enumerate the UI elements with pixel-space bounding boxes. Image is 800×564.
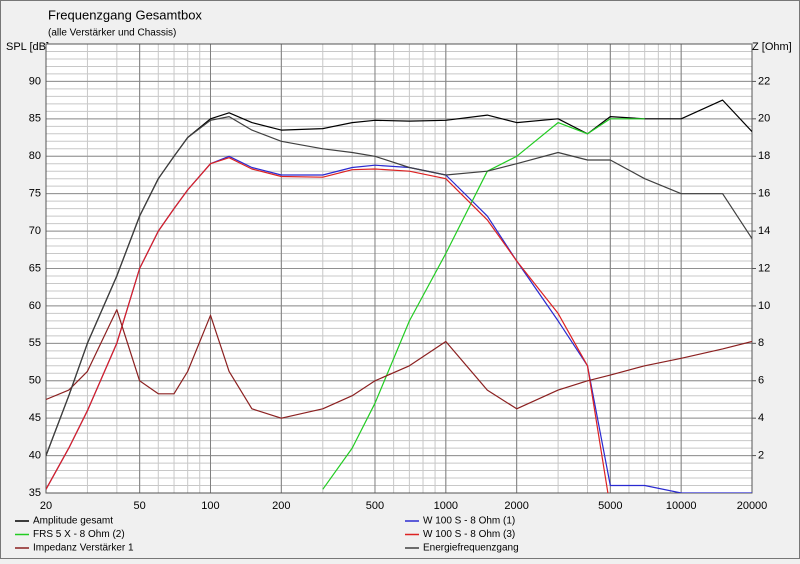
y2-tick-label: 8 — [758, 337, 764, 349]
y-tick-label: 45 — [29, 412, 41, 424]
legend-label: FRS 5 X - 8 Ohm (2) — [33, 529, 125, 540]
y2-tick-label: 6 — [758, 375, 764, 387]
y2-tick-label: 18 — [758, 150, 770, 162]
series-line — [46, 116, 752, 456]
plot-border — [45, 43, 753, 494]
y-tick-label: 80 — [29, 150, 41, 162]
x-tick-label: 2000 — [504, 500, 528, 512]
x-tick-label: 200 — [272, 500, 290, 512]
legend-label: W 100 S - 8 Ohm (1) — [423, 516, 515, 527]
y-tick-label: 60 — [29, 300, 41, 312]
y-tick-label: 90 — [29, 75, 41, 87]
legend-label: Impedanz Verstärker 1 — [33, 543, 134, 554]
y-tick-label: 35 — [29, 487, 41, 499]
x-tick-label: 20 — [40, 500, 52, 512]
y-tick-label: 70 — [29, 225, 41, 237]
legend-label: Amplitude gesamt — [33, 516, 113, 527]
x-tick-label: 10000 — [666, 500, 697, 512]
y2-tick-label: 22 — [758, 75, 770, 87]
y2-tick-label: 10 — [758, 300, 770, 312]
y2-tick-label: 14 — [758, 225, 770, 237]
y-tick-label: 75 — [29, 188, 41, 200]
x-tick-label: 20000 — [737, 500, 768, 512]
chart-subtitle: (alle Verstärker und Chassis) — [48, 28, 176, 39]
legend-label: Energiefrequenzgang — [423, 543, 519, 554]
y2-tick-label: 16 — [758, 188, 770, 200]
y2-tick-label: 20 — [758, 113, 770, 125]
y2-tick-label: 4 — [758, 412, 764, 424]
x-tick-label: 100 — [201, 500, 219, 512]
x-tick-label: 1000 — [434, 500, 458, 512]
y-tick-label: 55 — [29, 337, 41, 349]
y-tick-label: 50 — [29, 375, 41, 387]
y-tick-label: 65 — [29, 262, 41, 274]
legend-label: W 100 S - 8 Ohm (3) — [423, 529, 515, 540]
y2-tick-label: 12 — [758, 262, 770, 274]
series-line — [46, 157, 609, 493]
x-tick-label: 5000 — [598, 500, 622, 512]
chart-title: Frequenzgang Gesamtbox — [48, 7, 202, 22]
y-axis-label: SPL [dB] — [6, 41, 49, 53]
series-line — [46, 309, 752, 419]
y2-axis-label: Z [Ohm] — [752, 41, 792, 53]
y2-tick-label: 2 — [758, 449, 764, 461]
y-tick-label: 85 — [29, 113, 41, 125]
series-group — [46, 99, 752, 493]
y-tick-label: 40 — [29, 449, 41, 461]
x-tick-label: 50 — [134, 500, 146, 512]
x-tick-label: 500 — [366, 500, 384, 512]
